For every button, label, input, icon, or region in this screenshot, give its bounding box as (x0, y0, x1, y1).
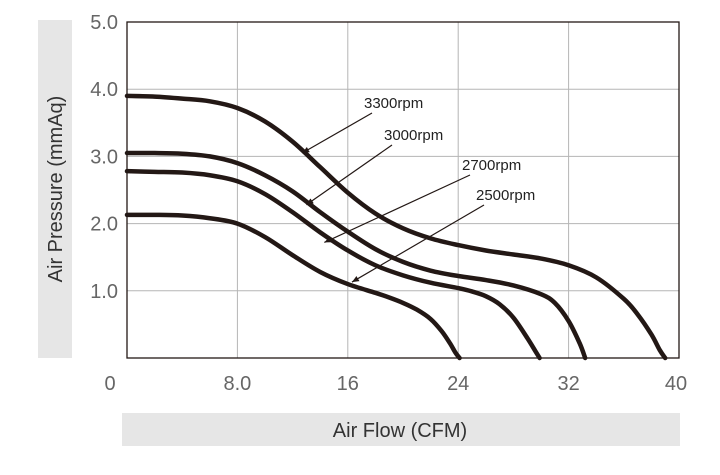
series-line-3000rpm (124, 150, 588, 361)
series-line-3300rpm (124, 93, 668, 361)
series-line-2700rpm (124, 168, 542, 361)
series-leader-3300rpm (301, 112, 373, 154)
series-label-3000rpm: 3000rpm (384, 127, 443, 144)
x-tick-label: 32 (557, 373, 579, 395)
y-axis-label-band (38, 20, 72, 358)
y-tick-label: 2.0 (90, 214, 118, 236)
series-leader-3000rpm (306, 144, 393, 206)
series-leader-2500rpm (351, 204, 485, 283)
series-leader-2700rpm (324, 174, 471, 243)
plot-frame (126, 21, 680, 359)
x-tick-label: 24 (447, 373, 469, 395)
x-tick-label: 0 (104, 373, 115, 395)
y-tick-label: 5.0 (90, 12, 118, 34)
y-tick-label: 1.0 (90, 281, 118, 303)
y-tick-label: 3.0 (90, 146, 118, 168)
series-line-2500rpm (124, 212, 462, 361)
x-tick-label: 8.0 (223, 373, 251, 395)
y-tick-label: 4.0 (90, 79, 118, 101)
y-axis-title: Air Pressure (mmAq) (45, 96, 67, 283)
series-label-3300rpm: 3300rpm (364, 95, 423, 112)
series-label-2500rpm: 2500rpm (476, 187, 535, 204)
x-axis-title: Air Flow (CFM) (333, 420, 467, 442)
x-axis-label-band (122, 413, 680, 446)
x-tick-label: 16 (337, 373, 359, 395)
series-label-2700rpm: 2700rpm (462, 157, 521, 174)
x-tick-label: 40 (665, 373, 687, 395)
